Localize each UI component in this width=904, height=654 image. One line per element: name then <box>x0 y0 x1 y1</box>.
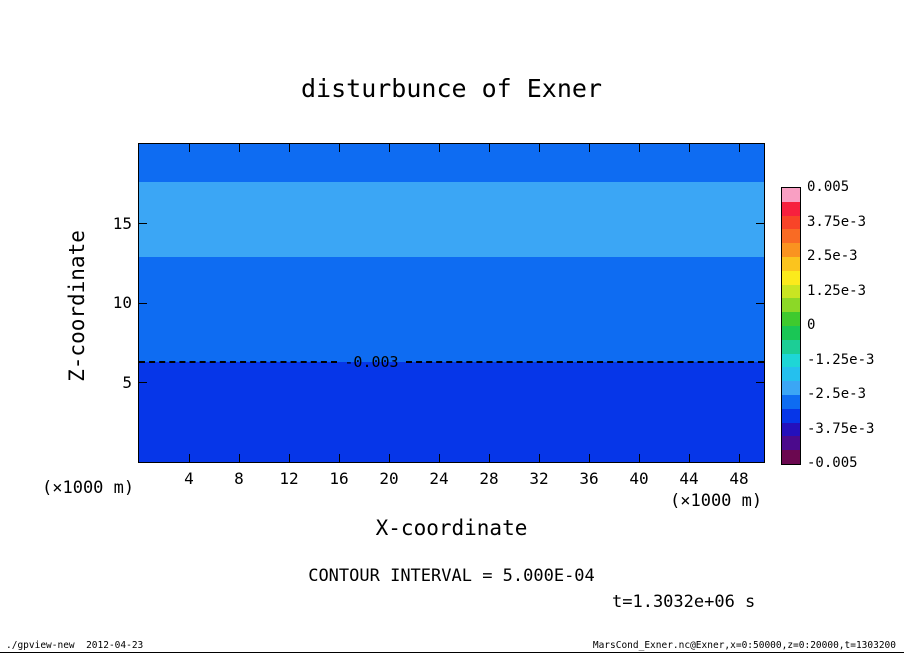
x-axis-tick <box>388 454 390 462</box>
x-axis-tick <box>338 454 340 462</box>
contour-line-label: -0.003 <box>344 352 399 371</box>
colorbar-tick-label: 0 <box>807 317 816 333</box>
colorbar-segment <box>782 188 800 202</box>
colorbar-segment <box>782 325 800 340</box>
colorbar <box>781 187 801 465</box>
colorbar-tick-label: 3.75e-3 <box>807 213 867 230</box>
colorbar-segment <box>782 298 800 313</box>
colorbar-segment <box>782 436 800 451</box>
contour-fill-band <box>139 256 764 362</box>
x-axis-tick <box>588 454 590 462</box>
colorbar-tick-label: -3.75e-3 <box>807 420 875 437</box>
contour-interval-text: CONTOUR INTERVAL = 5.000E-04 <box>308 566 595 586</box>
x-axis-tick <box>388 144 390 152</box>
colorbar-tick-label: -0.005 <box>807 455 858 471</box>
x-axis-tick <box>488 454 490 462</box>
z-axis-tick <box>756 302 764 304</box>
dashed-contour-line <box>139 360 337 363</box>
colorbar-tick-label: 1.25e-3 <box>807 282 867 299</box>
z-axis-tick <box>756 223 764 224</box>
footer-source-text: MarsCond_Exner.nc@Exner,x=0:50000,z=0:20… <box>592 640 896 651</box>
window-bottom-rule <box>0 652 904 653</box>
x-axis-tick <box>438 454 440 462</box>
dashed-contour-line <box>406 360 764 363</box>
x-axis-tick <box>338 144 340 152</box>
colorbar-tick-label: -2.5e-3 <box>807 386 867 402</box>
x-tick-label: 40 <box>629 469 649 488</box>
colorbar-segment <box>782 201 800 216</box>
colorbar-segment <box>782 312 800 326</box>
x-axis-tick <box>638 454 640 462</box>
x-tick-label: 12 <box>279 469 299 488</box>
x-axis-unit-label: (×1000 m) <box>670 491 763 511</box>
z-tick-label: 10 <box>112 293 132 312</box>
x-axis-tick <box>488 144 490 152</box>
colorbar-segment <box>782 229 800 244</box>
x-axis-tick <box>288 454 290 462</box>
plot-title: disturbunce of Exner <box>300 74 603 103</box>
colorbar-segment <box>782 367 800 382</box>
x-tick-label: 48 <box>729 469 749 488</box>
x-tick-label: 32 <box>529 469 549 488</box>
x-tick-label: 16 <box>329 469 349 488</box>
z-axis-unit-label: (×1000 m) <box>42 478 135 498</box>
x-axis-tick <box>288 144 290 152</box>
x-tick-label: 36 <box>579 469 599 488</box>
contour-fill-band <box>139 144 764 183</box>
x-tick-label: 20 <box>379 469 399 488</box>
z-tick-label: 15 <box>112 213 132 233</box>
z-axis-title: Z-coordinate <box>65 230 89 382</box>
x-axis-tick <box>588 144 590 152</box>
x-axis-tick <box>738 144 740 152</box>
time-text: t=1.3032e+06 s <box>612 592 756 612</box>
colorbar-segment <box>782 215 800 230</box>
x-axis-tick <box>238 454 240 462</box>
contour-fill-band <box>139 361 764 462</box>
x-tick-label: 24 <box>429 469 449 488</box>
z-axis-tick <box>139 382 147 383</box>
x-axis-tick <box>238 144 240 152</box>
x-tick-label: 44 <box>679 469 699 488</box>
x-axis-tick <box>538 454 540 462</box>
x-axis-tick <box>188 144 190 152</box>
x-tick-label: 28 <box>479 469 499 488</box>
x-axis-tick <box>638 144 640 152</box>
colorbar-segment <box>782 422 800 437</box>
colorbar-segment <box>782 339 800 354</box>
colorbar-tick-label: 2.5e-3 <box>807 248 858 264</box>
x-axis-tick <box>688 454 690 462</box>
z-tick-label: 5 <box>122 372 132 392</box>
x-axis-title: X-coordinate <box>375 516 528 540</box>
colorbar-segment <box>782 243 800 257</box>
z-axis-tick <box>139 223 147 224</box>
colorbar-tick-label: -1.25e-3 <box>807 351 875 368</box>
colorbar-segment <box>782 394 800 409</box>
colorbar-segment <box>782 270 800 285</box>
colorbar-segment <box>782 353 800 368</box>
x-axis-tick <box>688 144 690 152</box>
colorbar-segment <box>782 284 800 299</box>
x-axis-tick <box>438 144 440 152</box>
x-tick-label: 4 <box>184 469 194 488</box>
z-axis-tick <box>139 302 147 304</box>
z-axis-tick <box>756 382 764 383</box>
x-tick-label: 8 <box>234 469 244 488</box>
colorbar-segment <box>782 381 800 395</box>
colorbar-tick-label: 0.005 <box>807 179 850 195</box>
plot-area: -0.003 <box>138 143 765 463</box>
contour-fill-band <box>139 182 764 257</box>
x-axis-tick <box>738 454 740 462</box>
colorbar-segment <box>782 256 800 271</box>
x-axis-tick <box>188 454 190 462</box>
colorbar-segment <box>782 450 800 464</box>
colorbar-segment <box>782 408 800 423</box>
footer-command-text: ./gpview-new 2012-04-23 <box>6 640 144 651</box>
x-axis-tick <box>538 144 540 152</box>
